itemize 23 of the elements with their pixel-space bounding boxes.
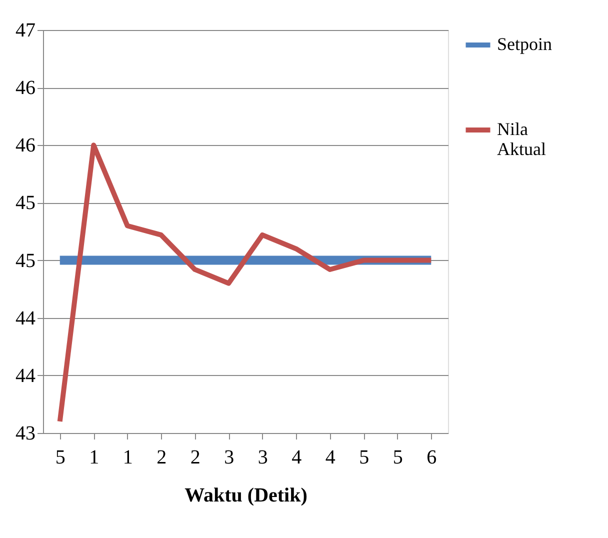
x-tick-label: 2 — [190, 446, 200, 468]
x-tick-label: 3 — [224, 446, 234, 468]
x-tick-label: 5 — [359, 446, 370, 468]
y-tick-label: 45 — [16, 250, 36, 272]
x-tick-label: 4 — [292, 446, 302, 468]
x-tick-label: 1 — [122, 446, 133, 468]
y-tick-label: 43 — [16, 422, 36, 444]
x-tick-label: 2 — [156, 446, 167, 468]
x-tick-label: 1 — [89, 446, 100, 468]
x-tick-label: 5 — [392, 446, 403, 468]
legend-label: Setpoin — [497, 34, 552, 54]
x-tick-label: 6 — [426, 446, 437, 468]
y-tick-label: 47 — [16, 20, 36, 42]
y-tick-label: 46 — [16, 134, 36, 157]
x-tick-label: 5 — [55, 446, 66, 468]
legend-label: Nila Aktual — [497, 119, 546, 159]
y-tick-label: 44 — [16, 307, 36, 330]
x-tick-label: 3 — [258, 446, 268, 468]
x-axis-title: Waktu (Detik) — [184, 484, 308, 506]
y-tick-label: 45 — [16, 192, 36, 214]
x-tick-label: 4 — [325, 446, 336, 468]
y-tick-label: 46 — [16, 77, 36, 100]
y-tick-label: 44 — [16, 364, 36, 387]
